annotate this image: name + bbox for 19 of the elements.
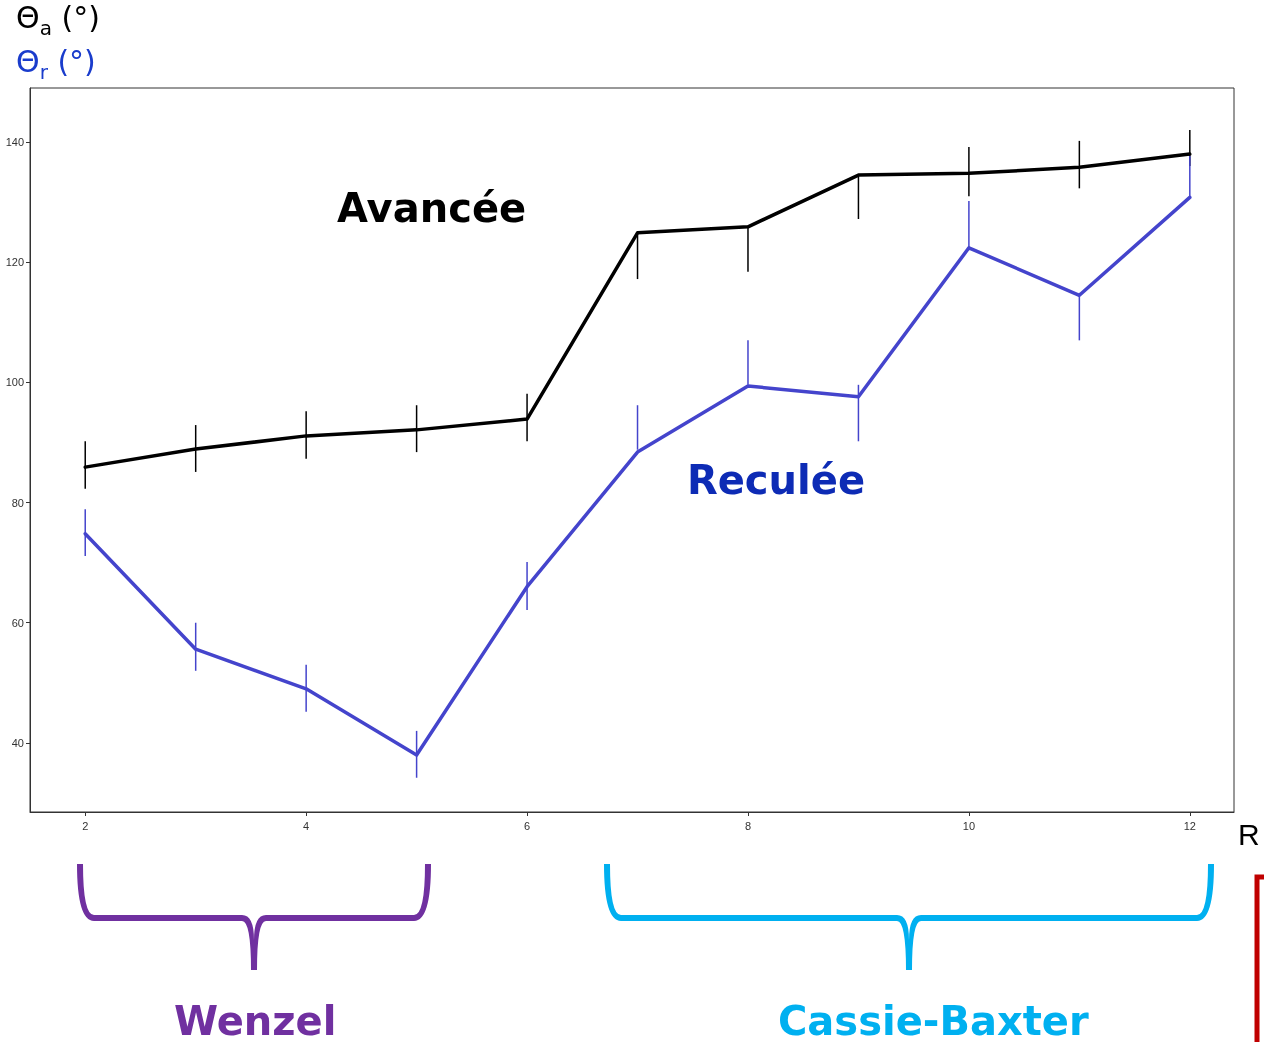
text: Wenzel <box>174 998 337 1042</box>
y-tick-label: 140 <box>5 136 24 149</box>
series-label: Reculée <box>686 457 866 504</box>
text: Θ$_{r}$ (°) <box>16 44 96 84</box>
y-tick-label: 80 <box>11 496 24 509</box>
x-tick-label: 10 <box>962 819 976 832</box>
y-tick-label: 60 <box>11 616 24 629</box>
text: Cassie-Baxter <box>778 998 1089 1042</box>
x-tick-label: 2 <box>82 819 89 832</box>
y-tick-label: 100 <box>5 376 24 389</box>
y-axis-title: Θ$_{a}$ (°) <box>16 0 100 40</box>
x-tick-label: 8 <box>744 819 752 832</box>
x-tick-label: 12 <box>1183 819 1196 832</box>
x-tick-label: 4 <box>303 819 310 832</box>
x-axis-title: R <box>1238 818 1260 852</box>
y-tick-label: 40 <box>11 736 24 749</box>
text: Avancée <box>337 184 527 231</box>
y-tick-label: 120 <box>5 256 24 269</box>
x-tick-label: 6 <box>524 819 531 832</box>
